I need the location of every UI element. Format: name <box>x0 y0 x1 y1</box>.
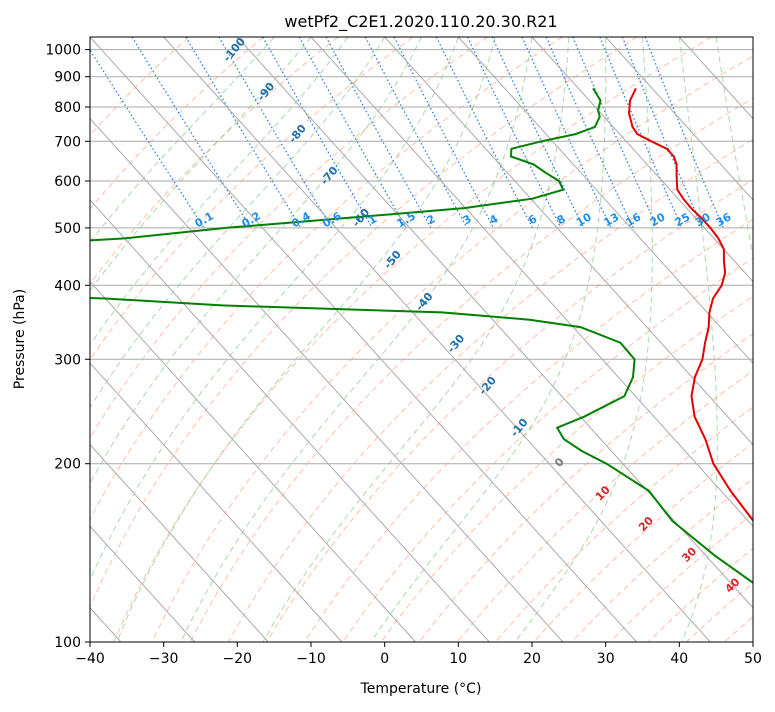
y-tick-label: 400 <box>54 278 81 294</box>
y-tick-label: 900 <box>54 70 81 86</box>
y-tick-label: 800 <box>54 100 81 116</box>
y-axis-label: Pressure (hPa) <box>12 289 28 389</box>
y-tick-label: 300 <box>54 352 81 368</box>
x-tick-label: 40 <box>670 651 688 667</box>
x-tick-label: 20 <box>523 651 541 667</box>
y-tick-label: 1000 <box>45 43 81 59</box>
x-tick-label: 10 <box>449 651 467 667</box>
x-tick-label: −40 <box>75 651 105 667</box>
x-tick-label: 50 <box>744 651 762 667</box>
chart-title: wetPf2_C2E1.2020.110.20.30.R21 <box>284 12 557 32</box>
x-tick-label: −10 <box>296 651 326 667</box>
y-tick-label: 200 <box>54 457 81 473</box>
x-tick-label: −30 <box>149 651 179 667</box>
x-tick-label: 30 <box>597 651 615 667</box>
x-tick-label: −20 <box>223 651 253 667</box>
x-axis-label: Temperature (°C) <box>360 681 482 697</box>
y-tick-label: 600 <box>54 174 81 190</box>
x-tick-label: 0 <box>380 651 389 667</box>
y-tick-label: 100 <box>54 635 81 651</box>
y-tick-label: 500 <box>54 221 81 237</box>
y-tick-label: 700 <box>54 134 81 150</box>
